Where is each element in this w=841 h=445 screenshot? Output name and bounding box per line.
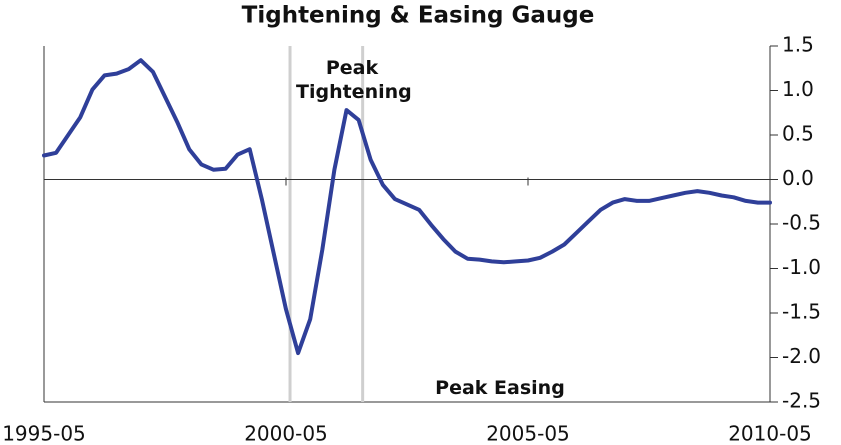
y-tick-label: 1.0 [782, 77, 814, 101]
y-tick-label: -0.5 [782, 211, 821, 235]
y-tick-label: -2.5 [782, 389, 821, 413]
annotation: Peak Easing [435, 377, 565, 399]
y-tick-label: -1.5 [782, 300, 821, 324]
chart-title: Tightening & Easing Gauge [242, 3, 595, 29]
x-tick-label: 2005-05 [486, 422, 570, 445]
x-tick-label: 2010-05 [728, 422, 812, 445]
x-tick-label: 2000-05 [244, 422, 328, 445]
y-tick-label: 1.5 [782, 33, 814, 57]
y-tick-label: -2.0 [782, 344, 821, 368]
annotation: Peak Tightening [296, 57, 412, 103]
y-tick-label: -1.0 [782, 255, 821, 279]
data-line [42, 58, 772, 356]
x-tick-label: 1995-05 [2, 422, 86, 445]
y-tick-label: 0.0 [782, 166, 814, 190]
y-tick-label: 0.5 [782, 122, 814, 146]
